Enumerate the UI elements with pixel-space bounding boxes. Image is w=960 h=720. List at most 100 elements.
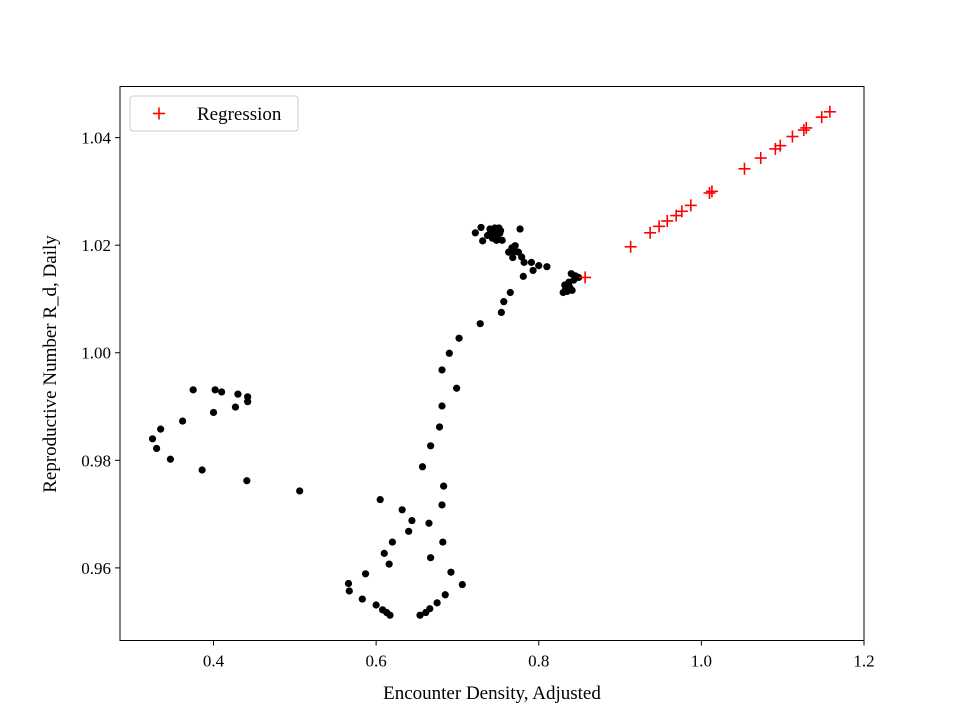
data-point xyxy=(574,273,583,282)
data-point xyxy=(516,225,524,233)
regression-point xyxy=(624,240,637,253)
data-point xyxy=(435,423,444,431)
data-point xyxy=(405,527,413,535)
data-point xyxy=(439,538,447,546)
x-axis-label: Encounter Density, Adjusted xyxy=(383,683,601,704)
x-tick-label: 0.8 xyxy=(528,652,549,671)
data-point xyxy=(244,398,252,406)
data-point xyxy=(427,554,435,562)
data-point xyxy=(388,538,396,546)
data-point xyxy=(496,227,505,235)
legend-plus-marker xyxy=(153,107,165,120)
regression-point xyxy=(786,130,799,143)
regression-point xyxy=(703,186,716,199)
x-tick-label: 1.0 xyxy=(691,652,712,671)
legend: Regression xyxy=(129,95,299,132)
data-point xyxy=(408,516,416,525)
regression-point xyxy=(754,152,767,165)
regression-point xyxy=(579,271,592,284)
regression-point xyxy=(684,199,697,212)
regression-point xyxy=(800,121,813,134)
data-point xyxy=(157,425,165,433)
data-point xyxy=(497,308,505,317)
data-point xyxy=(438,402,446,410)
data-point xyxy=(543,263,551,271)
data-point xyxy=(535,262,543,270)
regression-point xyxy=(675,205,688,218)
regression-point xyxy=(705,185,718,198)
x-axis-ticks: 0.4 0.6 0.8 1.0 1.2 xyxy=(203,640,875,671)
data-point xyxy=(520,258,528,266)
data-point xyxy=(218,388,226,396)
regression-point xyxy=(823,105,836,118)
data-point xyxy=(438,366,446,374)
data-point xyxy=(440,482,448,490)
data-point xyxy=(231,403,240,411)
regression-point xyxy=(644,226,657,239)
data-point xyxy=(455,334,463,342)
data-point xyxy=(296,487,304,495)
data-point xyxy=(506,288,514,297)
data-point xyxy=(386,611,394,619)
data-point xyxy=(427,442,435,450)
data-point xyxy=(209,408,218,417)
data-point xyxy=(471,229,479,237)
data-point xyxy=(358,595,366,603)
data-point xyxy=(433,599,441,607)
data-point xyxy=(234,390,242,398)
y-tick-label: 1.02 xyxy=(81,236,111,255)
plot-frame xyxy=(119,86,865,641)
data-point xyxy=(479,237,487,245)
data-point xyxy=(361,570,370,578)
data-point xyxy=(441,591,449,599)
y-tick-label: 1.00 xyxy=(81,344,111,363)
data-point xyxy=(198,466,206,474)
y-axis-label: Reproductive Number R_d, Daily xyxy=(40,235,61,493)
regression-point xyxy=(797,124,810,137)
data-point xyxy=(529,266,537,275)
x-tick-label: 0.4 xyxy=(203,652,225,671)
data-point xyxy=(518,253,526,261)
regression-point xyxy=(653,220,666,233)
x-tick-label: 1.2 xyxy=(853,652,874,671)
x-tick-label: 0.6 xyxy=(366,652,387,671)
data-point xyxy=(498,236,506,244)
y-tick-label: 0.98 xyxy=(81,451,111,470)
data-point xyxy=(416,611,424,619)
points-layer xyxy=(148,105,836,619)
data-point xyxy=(458,580,466,589)
y-axis-ticks: 0.96 0.98 1.00 1.02 1.04 xyxy=(81,129,120,578)
data-point xyxy=(148,435,157,443)
data-point xyxy=(189,386,197,394)
y-tick-label: 1.04 xyxy=(81,129,111,148)
y-tick-label: 0.96 xyxy=(81,559,111,578)
data-point xyxy=(385,560,393,568)
data-point xyxy=(418,463,427,471)
data-point xyxy=(500,298,508,306)
regression-point xyxy=(661,214,674,227)
legend-label-regression: Regression xyxy=(197,104,282,125)
data-point xyxy=(476,320,484,328)
data-point xyxy=(398,506,406,514)
data-point xyxy=(477,223,485,232)
data-point xyxy=(568,286,576,294)
data-point xyxy=(166,455,175,463)
data-point xyxy=(243,477,251,485)
data-point xyxy=(453,384,461,392)
data-point xyxy=(345,587,353,595)
regression-point xyxy=(774,139,787,152)
regression-point xyxy=(815,111,828,124)
data-point xyxy=(438,501,446,509)
data-point xyxy=(376,495,384,504)
data-point xyxy=(445,349,453,357)
data-point xyxy=(372,601,380,609)
data-point xyxy=(509,253,517,262)
data-point xyxy=(511,242,519,250)
data-point xyxy=(425,519,433,527)
data-point xyxy=(380,549,388,557)
data-point xyxy=(426,605,434,613)
legend-box xyxy=(129,95,299,132)
data-point xyxy=(519,272,527,280)
data-point xyxy=(447,568,455,576)
